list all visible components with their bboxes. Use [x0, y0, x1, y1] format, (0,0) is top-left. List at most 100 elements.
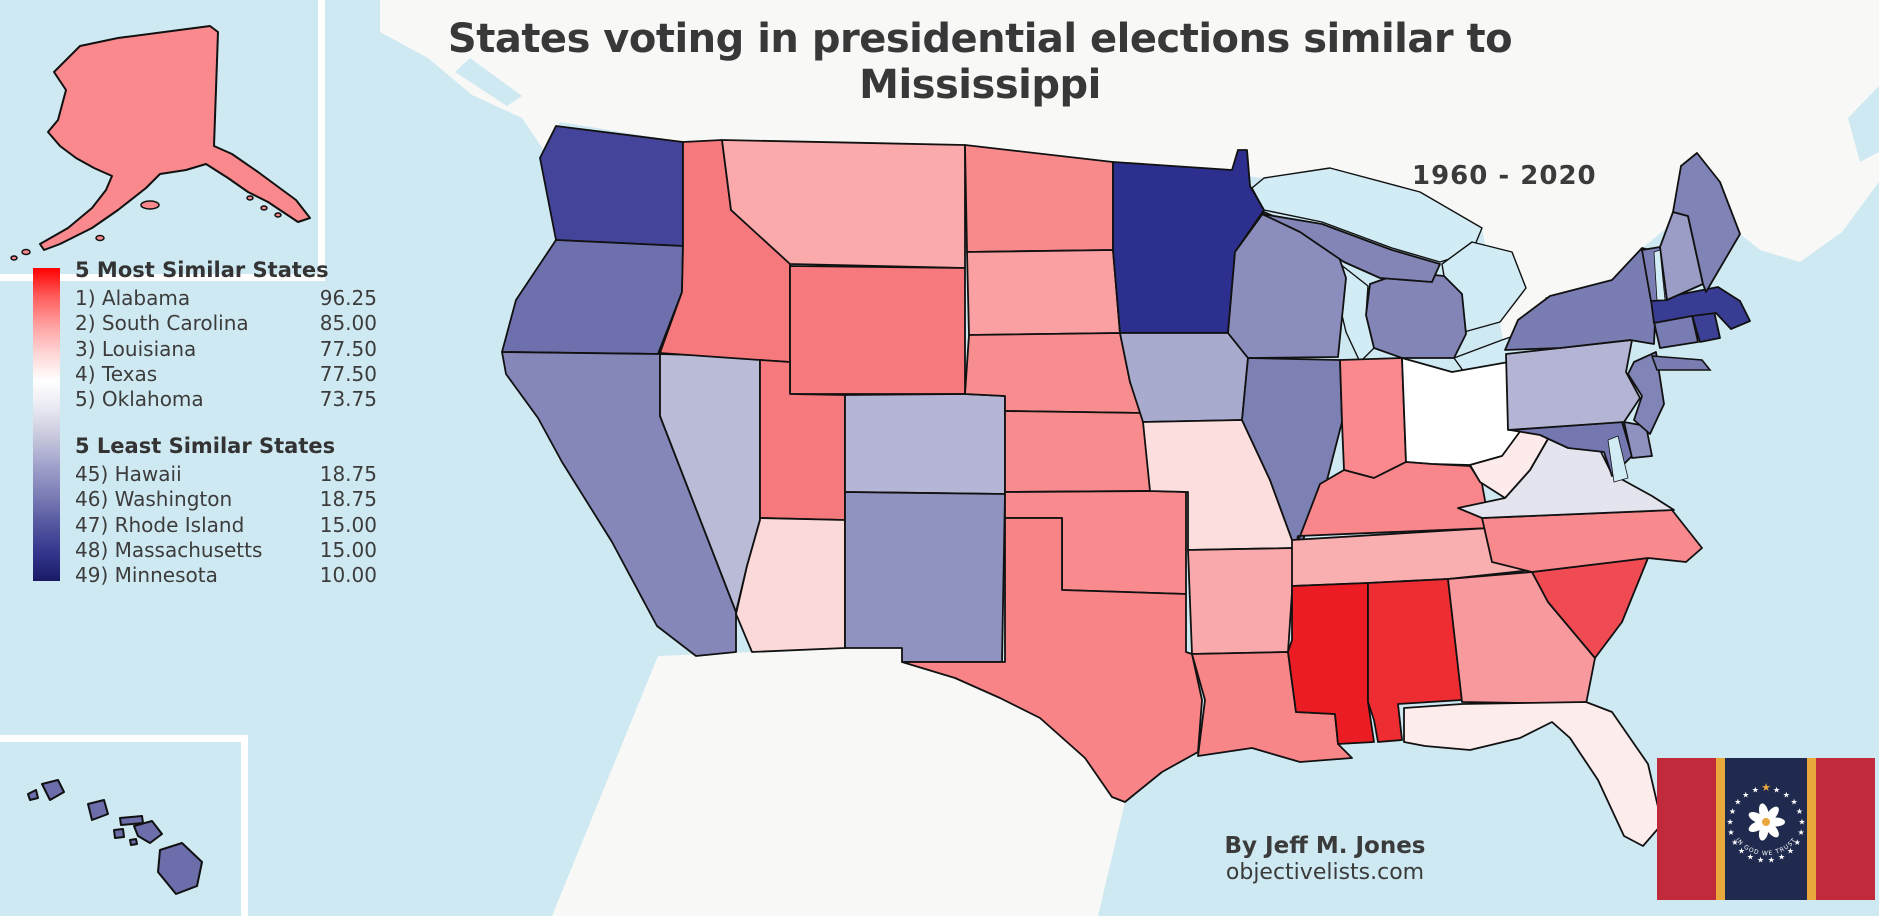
state-wyoming [789, 265, 966, 395]
mississippi-flag: ★ ★ ★ ★ ★ ★ ★ ★ ★ ★ ★ ★ ★ ★ ★ ★ ★ ★ ★ ★ ★ IN GOD WE TRUST [1657, 758, 1875, 900]
flag-white-star-icon: ★ [1791, 798, 1798, 807]
legend-row-alabama: 1) Alabama 96.25 [75, 286, 377, 311]
flag-white-star-icon: ★ [1729, 807, 1736, 816]
mississippi-flag-graphic: ★ ★★★★★★★★★★★★★★★★★★★★ IN GOD WE TRUST [1657, 758, 1875, 900]
alaska-island [274, 212, 282, 218]
legend-value: 15.00 [319, 537, 377, 562]
flag-white-star-icon: ★ [1742, 790, 1749, 799]
state-massachusetts [1650, 286, 1751, 330]
flag-white-star-icon: ★ [1752, 786, 1759, 795]
flag-gold-star-icon: ★ [1761, 781, 1771, 794]
legend-row-oklahoma: 5) Oklahoma 73.75 [75, 387, 377, 412]
most-similar-list: 1) Alabama 96.25 2) South Carolina 85.00 3) … [75, 286, 377, 412]
flag-gold-stripe-left [1716, 758, 1725, 900]
state-south-dakota [966, 249, 1121, 336]
alaska-island [95, 234, 105, 242]
least-similar-block: 5 Least Similar States 45) Hawaii 18.75 46… [75, 434, 377, 588]
alaska-island [246, 195, 254, 201]
legend-row-washington: 46) Washington 18.75 [75, 487, 377, 512]
attribution: By Jeff M. Jones objectivelists.com [1160, 833, 1490, 886]
page-title: States voting in presidential elections … [447, 16, 1513, 108]
state-michigan [1365, 271, 1467, 359]
legend-state-label: 49) Minnesota [75, 563, 218, 588]
legend-state-label: 46) Washington [75, 487, 233, 512]
legend-row-texas: 4) Texas 77.50 [75, 362, 377, 387]
state-kentucky [1293, 461, 1491, 553]
strait-of-georgia [440, 98, 545, 160]
mexico-land [552, 648, 1125, 916]
flag-white-star-icon: ★ [1734, 798, 1741, 807]
island-hawaii-big-island [157, 842, 203, 895]
island-oahu [87, 799, 109, 821]
legend-row-rhode-island: 47) Rhode Island 15.00 [75, 513, 377, 538]
legend-state-label: 47) Rhode Island [75, 512, 245, 537]
legend-row-louisiana: 3) Louisiana 77.50 [75, 337, 377, 362]
state-montana [721, 139, 966, 269]
alaska-island [260, 205, 268, 211]
state-north-carolina [1481, 509, 1703, 573]
legend-state-label: 2) South Carolina [75, 311, 249, 336]
legend-value: 73.75 [319, 387, 377, 412]
flag-white-star-icon: ★ [1783, 790, 1790, 799]
least-similar-heading: 5 Least Similar States [75, 434, 336, 458]
least-similar-list: 45) Hawaii 18.75 46) Washington 18.75 47) Rh… [75, 462, 377, 588]
magnolia-petal [1765, 806, 1779, 822]
legend-value: 10.00 [319, 563, 377, 588]
flag-white-star-icon: ★ [1768, 856, 1775, 865]
legend-value: 77.50 [319, 336, 377, 361]
hawaii-map [27, 779, 203, 895]
legend-state-label: 3) Louisiana [75, 336, 197, 361]
alaska-island [21, 248, 31, 256]
island-kahoolawe [129, 838, 138, 846]
magnolia-petal [1748, 820, 1766, 832]
state-texas [901, 517, 1203, 803]
flag-white-star-icon: ★ [1796, 807, 1803, 816]
state-kansas [1004, 410, 1153, 493]
state-pennsylvania [1505, 339, 1641, 431]
author-credit: By Jeff M. Jones [1224, 833, 1426, 859]
long-island [1650, 355, 1712, 371]
hawaii-inset [0, 735, 248, 916]
magnolia-flower-icon [1748, 803, 1785, 841]
state-alaska [39, 25, 311, 251]
flag-white-star-icon: ★ [1787, 846, 1794, 855]
flag-gold-stripe-right [1807, 758, 1816, 900]
alaska-island [10, 255, 18, 261]
flag-white-star-icon: ★ [1798, 817, 1805, 826]
legend-state-label: 5) Oklahoma [75, 387, 204, 412]
state-north-dakota [964, 144, 1114, 253]
flag-white-star-icon: ★ [1757, 856, 1764, 865]
legend-value: 96.25 [319, 286, 377, 310]
state-indiana [1339, 357, 1407, 479]
flag-white-star-icon: ★ [1738, 846, 1745, 855]
alaska-island [140, 200, 160, 210]
flag-white-star-icon: ★ [1778, 852, 1785, 861]
color-gradient-bar [33, 268, 60, 581]
island-maui [133, 820, 163, 844]
legend-value: 85.00 [319, 311, 377, 336]
legend-value: 15.00 [319, 512, 377, 537]
vancouver-channel [455, 58, 522, 106]
magnolia-center [1762, 818, 1770, 826]
most-similar-heading: 5 Most Similar States [75, 258, 329, 282]
island-kauai [41, 779, 65, 801]
website-credit: objectivelists.com [1225, 860, 1425, 886]
flag-white-star-icon: ★ [1731, 838, 1738, 847]
flag-white-star-icon: ★ [1747, 852, 1754, 861]
legend-row-massachusetts: 48) Massachusetts 15.00 [75, 538, 377, 563]
flag-white-star-icon: ★ [1798, 828, 1805, 837]
state-maine [1672, 152, 1741, 293]
flag-white-star-icon: ★ [1773, 786, 1780, 795]
island-niihau [27, 789, 39, 801]
chesapeake-bay [1607, 435, 1629, 483]
state-washington [539, 125, 684, 247]
state-maryland [1509, 421, 1633, 477]
state-michigan [1261, 213, 1441, 283]
alaska-inset [0, 0, 325, 281]
lake-champlain [1653, 249, 1666, 301]
island-lanai [113, 828, 125, 839]
state-florida [1403, 701, 1663, 847]
legend-value: 18.75 [319, 487, 377, 512]
most-similar-block: 5 Most Similar States 1) Alabama 96.25 2) … [75, 258, 377, 412]
legend-row-minnesota: 49) Minnesota 10.00 [75, 563, 377, 588]
